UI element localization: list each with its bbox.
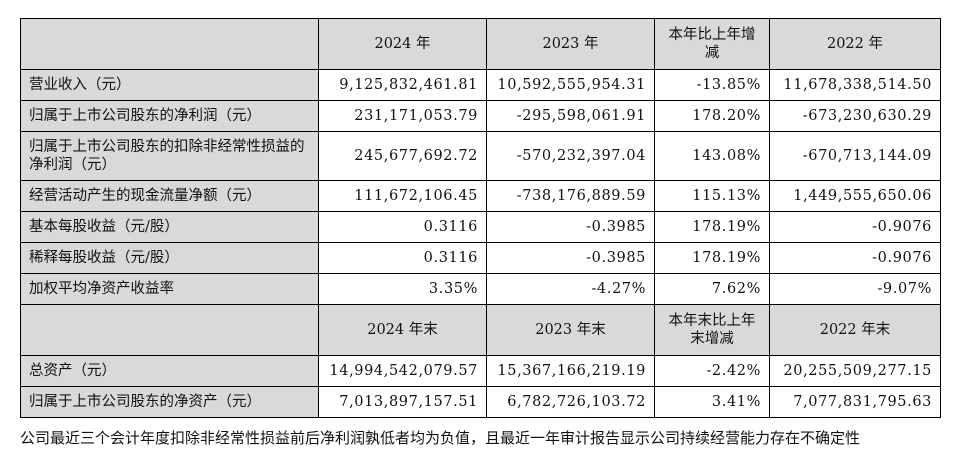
row-label: 经营活动产生的现金流量净额（元） bbox=[20, 180, 319, 212]
header-2022-end: 2022 年末 bbox=[769, 304, 941, 356]
header-2023-end: 2023 年末 bbox=[486, 304, 655, 356]
row-label: 归属于上市公司股东的净资产（元） bbox=[20, 386, 319, 418]
table-row: 归属于上市公司股东的净利润（元） 231,171,053.79 -295,598… bbox=[20, 100, 941, 132]
header-2023: 2023 年 bbox=[486, 18, 655, 70]
header-2024-end: 2024 年末 bbox=[318, 304, 487, 356]
header-blank-cell bbox=[20, 18, 319, 70]
table-row: 总资产（元） 14,994,542,079.57 15,367,166,219.… bbox=[20, 355, 941, 387]
value-2023: 15,367,166,219.19 bbox=[486, 355, 655, 387]
row-label: 总资产（元） bbox=[20, 355, 319, 387]
value-2024: 245,677,692.72 bbox=[318, 131, 487, 181]
value-2024: 3.35% bbox=[318, 273, 487, 305]
header-blank-cell bbox=[20, 304, 319, 356]
value-2024: 9,125,832,461.81 bbox=[318, 69, 487, 101]
row-label: 归属于上市公司股东的净利润（元） bbox=[20, 100, 319, 132]
value-change: 178.19% bbox=[654, 242, 770, 274]
value-2022: -670,713,144.09 bbox=[769, 131, 941, 181]
value-2022: 1,449,555,650.06 bbox=[769, 180, 941, 212]
value-2022: -0.9076 bbox=[769, 242, 941, 274]
table-row: 加权平均净资产收益率 3.35% -4.27% 7.62% -9.07% bbox=[20, 273, 941, 305]
financial-indicators-table: 2024 年 2023 年 本年比上年增减 2022 年 营业收入（元） 9,1… bbox=[20, 18, 941, 418]
value-change: 115.13% bbox=[654, 180, 770, 212]
value-2022: 7,077,831,795.63 bbox=[769, 386, 941, 418]
value-change: 7.62% bbox=[654, 273, 770, 305]
row-label: 营业收入（元） bbox=[20, 69, 319, 101]
row-label: 归属于上市公司股东的扣除非经常性损益的净利润（元） bbox=[20, 131, 319, 181]
value-change: -13.85% bbox=[654, 69, 770, 101]
table-row: 经营活动产生的现金流量净额（元） 111,672,106.45 -738,176… bbox=[20, 180, 941, 212]
value-2023: 6,782,726,103.72 bbox=[486, 386, 655, 418]
value-change: 178.19% bbox=[654, 211, 770, 243]
value-2023: -570,232,397.04 bbox=[486, 131, 655, 181]
value-2024: 0.3116 bbox=[318, 211, 487, 243]
row-label: 稀释每股收益（元/股） bbox=[20, 242, 319, 274]
value-2022: -0.9076 bbox=[769, 211, 941, 243]
header-change-end: 本年末比上年末增减 bbox=[654, 304, 770, 356]
table-row: 归属于上市公司股东的净资产（元） 7,013,897,157.51 6,782,… bbox=[20, 386, 941, 418]
header-2024: 2024 年 bbox=[318, 18, 487, 70]
row-label: 加权平均净资产收益率 bbox=[20, 273, 319, 305]
value-2022: -9.07% bbox=[769, 273, 941, 305]
value-2022: 20,255,509,277.15 bbox=[769, 355, 941, 387]
header-change: 本年比上年增减 bbox=[654, 18, 770, 70]
value-2024: 231,171,053.79 bbox=[318, 100, 487, 132]
value-change: -2.42% bbox=[654, 355, 770, 387]
value-change: 3.41% bbox=[654, 386, 770, 418]
value-2024: 14,994,542,079.57 bbox=[318, 355, 487, 387]
table-header-row: 2024 年 2023 年 本年比上年增减 2022 年 bbox=[20, 18, 941, 70]
table-header-row-year-end: 2024 年末 2023 年末 本年末比上年末增减 2022 年末 bbox=[20, 304, 941, 356]
table-row: 稀释每股收益（元/股） 0.3116 -0.3985 178.19% -0.90… bbox=[20, 242, 941, 274]
value-2023: -0.3985 bbox=[486, 211, 655, 243]
row-label: 基本每股收益（元/股） bbox=[20, 211, 319, 243]
value-2023: -738,176,889.59 bbox=[486, 180, 655, 212]
value-2023: -295,598,061.91 bbox=[486, 100, 655, 132]
value-2023: 10,592,555,954.31 bbox=[486, 69, 655, 101]
value-change: 178.20% bbox=[654, 100, 770, 132]
value-2024: 0.3116 bbox=[318, 242, 487, 274]
value-2022: -673,230,630.29 bbox=[769, 100, 941, 132]
going-concern-note: 公司最近三个会计年度扣除非经常性损益前后净利润孰低者均为负值，且最近一年审计报告… bbox=[20, 429, 861, 447]
value-2022: 11,678,338,514.50 bbox=[769, 69, 941, 101]
value-change: 143.08% bbox=[654, 131, 770, 181]
table-row: 归属于上市公司股东的扣除非经常性损益的净利润（元） 245,677,692.72… bbox=[20, 131, 941, 181]
value-2023: -4.27% bbox=[486, 273, 655, 305]
value-2023: -0.3985 bbox=[486, 242, 655, 274]
header-2022: 2022 年 bbox=[769, 18, 941, 70]
value-2024: 7,013,897,157.51 bbox=[318, 386, 487, 418]
table-row: 基本每股收益（元/股） 0.3116 -0.3985 178.19% -0.90… bbox=[20, 211, 941, 243]
value-2024: 111,672,106.45 bbox=[318, 180, 487, 212]
table-row: 营业收入（元） 9,125,832,461.81 10,592,555,954.… bbox=[20, 69, 941, 101]
